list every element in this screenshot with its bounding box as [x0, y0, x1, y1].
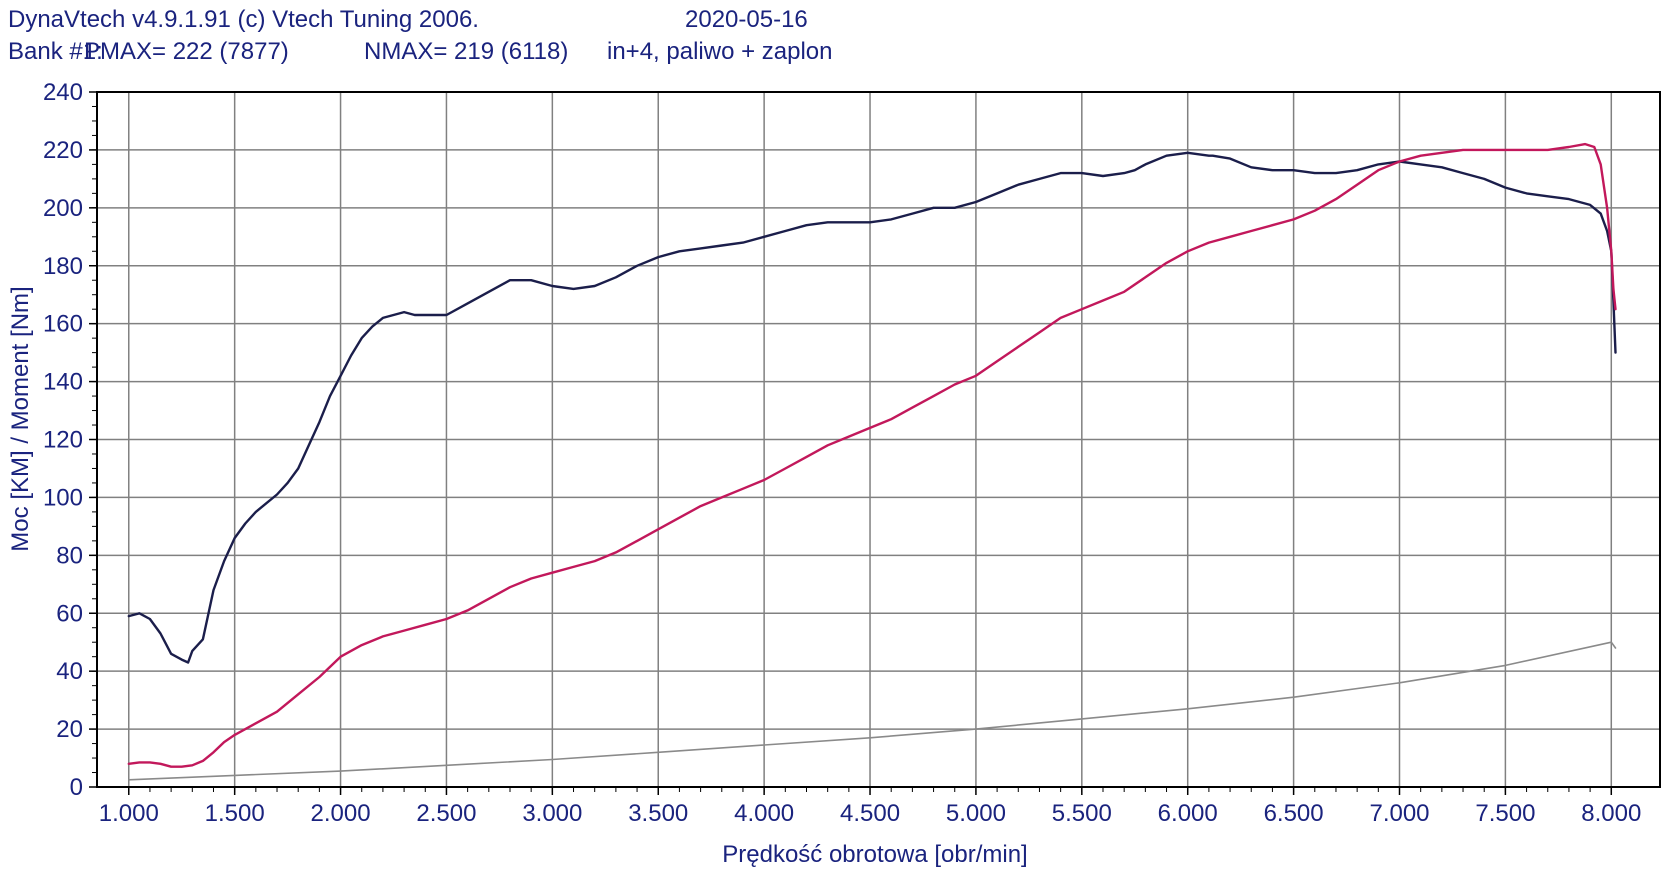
header-bank: Bank #1:	[8, 38, 103, 65]
y-tick-label: 160	[43, 311, 83, 338]
header-nmax: NMAX= 219 (6118)	[364, 38, 568, 65]
y-tick-label: 60	[56, 600, 83, 627]
x-tick-label: 6.500	[1264, 800, 1324, 827]
y-axis-label: Moc [KM] / Moment [Nm]	[7, 286, 34, 551]
x-tick-label: 4.500	[840, 800, 900, 827]
y-tick-label: 220	[43, 137, 83, 164]
grid-lines	[89, 91, 1660, 795]
header-info: in+4, paliwo + zaplon	[607, 38, 833, 65]
x-tick-label: 1.500	[205, 800, 265, 827]
x-tick-label: 3.000	[522, 800, 582, 827]
y-tick-label: 140	[43, 369, 83, 396]
power-series-line	[127, 142, 1617, 768]
y-tick-labels: 0 20 40 60 80 100 120 140 160 180 200 220 240	[43, 79, 83, 801]
x-tick-label: 2.000	[311, 800, 371, 827]
y-tick-label: 180	[43, 253, 83, 280]
x-axis-label: Prędkość obrotowa [obr/min]	[722, 841, 1027, 868]
loss-series-line	[128, 641, 1617, 781]
x-tick-label: 1.000	[99, 800, 159, 827]
y-tick-label: 0	[70, 774, 83, 801]
x-tick-label: 4.000	[734, 800, 794, 827]
y-tick-label: 20	[56, 716, 83, 743]
header-date: 2020-05-16	[685, 6, 808, 33]
x-tick-label: 5.000	[946, 800, 1006, 827]
y-tick-label: 80	[56, 542, 83, 569]
x-tick-label: 3.500	[628, 800, 688, 827]
y-tick-label: 120	[43, 427, 83, 454]
x-tick-label: 7.500	[1475, 800, 1535, 827]
y-tick-label: 200	[43, 195, 83, 222]
series-group	[127, 142, 1617, 781]
x-tick-label: 7.000	[1369, 800, 1429, 827]
x-tick-label: 6.000	[1158, 800, 1218, 827]
header-pmax: PMAX= 222 (7877)	[84, 38, 289, 65]
x-tick-label: 2.500	[416, 800, 476, 827]
y-tick-label: 100	[43, 484, 83, 511]
plot-frame	[96, 91, 1661, 788]
torque-series-line	[127, 151, 1617, 664]
header-software: DynaVtech v4.9.1.91 (c) Vtech Tuning 200…	[8, 6, 479, 33]
y-tick-label: 40	[56, 658, 83, 685]
x-tick-label: 8.000	[1581, 800, 1641, 827]
x-tick-label: 5.500	[1052, 800, 1112, 827]
y-tick-label: 240	[43, 79, 83, 106]
x-tick-labels: 1.000 1.500 2.000 2.500 3.000 3.500 4.000 4.500…	[99, 800, 1642, 827]
